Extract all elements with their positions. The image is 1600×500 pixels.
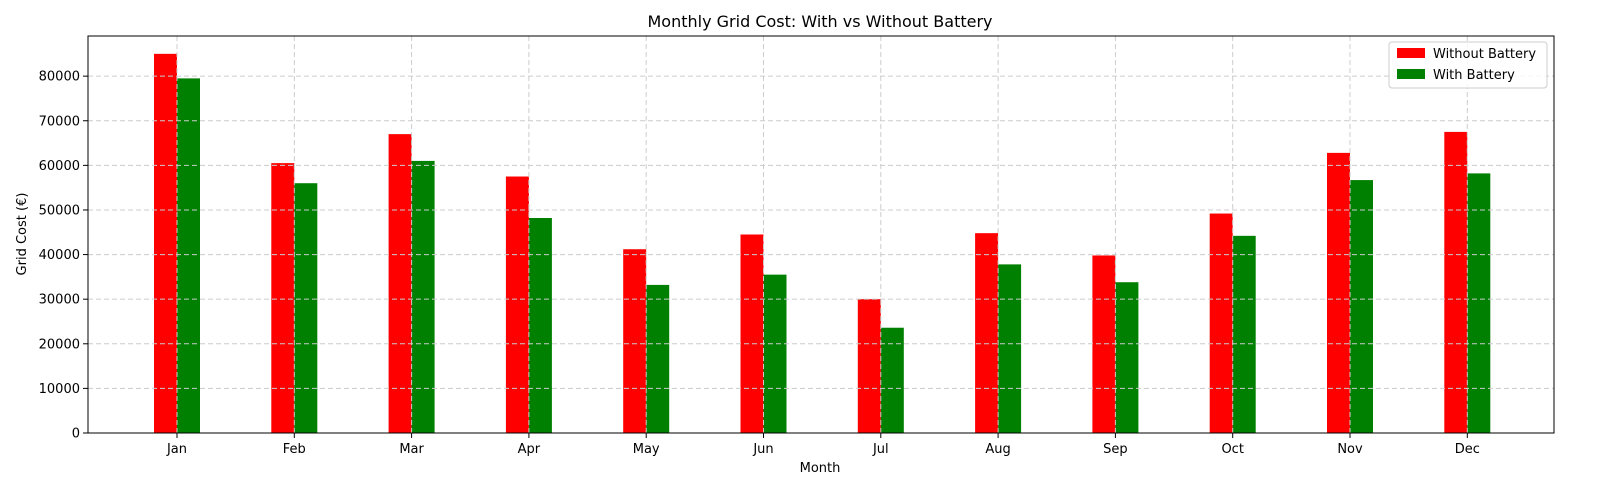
x-tick-label: Nov xyxy=(1337,442,1363,457)
y-tick-label: 80000 xyxy=(39,70,80,85)
y-axis-label: Grid Cost (€) xyxy=(15,193,30,276)
x-axis-ticks: Jan Feb Mar Apr May Jun Jul Aug Sep Oct Nov Dec xyxy=(166,433,1480,457)
bar-with-battery-may xyxy=(646,284,670,433)
bar-with-battery-dec xyxy=(1467,173,1491,433)
y-tick-label: 20000 xyxy=(39,337,80,352)
bar-without-battery-may xyxy=(623,249,647,433)
y-tick-label: 60000 xyxy=(39,159,80,174)
bar-without-battery-sep xyxy=(1092,255,1116,433)
bar-without-battery-jul xyxy=(857,299,881,433)
x-tick-label: Mar xyxy=(399,442,424,457)
bar-with-battery-feb xyxy=(294,183,318,433)
x-tick-label: Feb xyxy=(283,442,306,457)
bars xyxy=(154,53,1491,434)
x-tick-label: Oct xyxy=(1221,442,1243,457)
bar-with-battery-apr xyxy=(528,217,552,433)
bar-with-battery-oct xyxy=(1232,235,1256,433)
x-tick-label: Jun xyxy=(752,442,773,457)
legend-label-with-battery: With Battery xyxy=(1433,68,1515,83)
x-tick-label: Jul xyxy=(872,442,889,457)
legend-swatch-with-battery xyxy=(1397,69,1425,79)
x-tick-label: Jan xyxy=(166,442,187,457)
bar-with-battery-jul xyxy=(880,327,904,433)
x-axis-label: Month xyxy=(800,461,841,476)
plot-frame xyxy=(87,35,1555,434)
bar-without-battery-oct xyxy=(1209,213,1233,433)
y-tick-label: 40000 xyxy=(39,248,80,263)
grid-lines xyxy=(88,36,1554,434)
bar-without-battery-mar xyxy=(388,134,412,433)
bar-without-battery-aug xyxy=(975,233,999,433)
x-tick-label: Aug xyxy=(985,442,1010,457)
bar-without-battery-jan xyxy=(154,53,177,433)
y-axis-ticks: 0 10000 20000 30000 40000 50000 60000 70000 8000… xyxy=(39,70,88,442)
chart-title: Monthly Grid Cost: With vs Without Batte… xyxy=(648,12,993,31)
legend-box xyxy=(1388,41,1548,89)
legend-label-without-battery: Without Battery xyxy=(1433,47,1536,62)
bar-with-battery-nov xyxy=(1350,180,1373,433)
bar-with-battery-aug xyxy=(998,264,1022,433)
bar-with-battery-mar xyxy=(411,160,435,434)
bar-with-battery-sep xyxy=(1115,282,1139,433)
bar-without-battery-dec xyxy=(1444,131,1468,434)
legend: Without Battery With Battery xyxy=(1388,41,1548,89)
x-tick-label: Dec xyxy=(1455,442,1480,457)
y-tick-label: 0 xyxy=(72,427,80,442)
bar-with-battery-jan xyxy=(177,78,200,433)
bar-with-battery-jun xyxy=(763,274,787,433)
x-tick-label: Apr xyxy=(518,442,541,457)
y-tick-label: 70000 xyxy=(39,114,80,129)
y-tick-label: 50000 xyxy=(39,203,80,218)
legend-swatch-without-battery xyxy=(1397,48,1425,58)
bar-without-battery-nov xyxy=(1327,152,1350,433)
bar-without-battery-apr xyxy=(505,176,529,433)
x-tick-label: Sep xyxy=(1103,442,1128,457)
bar-without-battery-feb xyxy=(271,163,295,433)
bar-without-battery-jun xyxy=(740,234,764,433)
y-tick-label: 10000 xyxy=(39,382,80,397)
x-tick-label: May xyxy=(633,442,660,457)
y-tick-label: 30000 xyxy=(39,293,80,308)
